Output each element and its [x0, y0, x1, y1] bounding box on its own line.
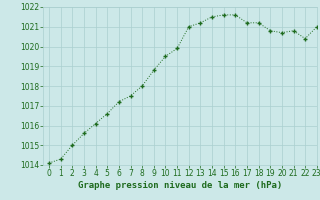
X-axis label: Graphe pression niveau de la mer (hPa): Graphe pression niveau de la mer (hPa) [78, 181, 282, 190]
